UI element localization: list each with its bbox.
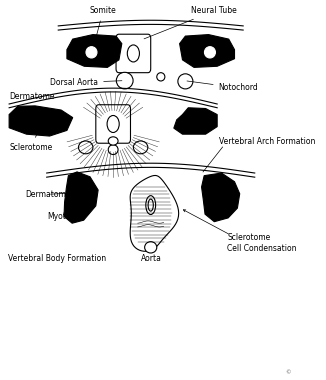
- Polygon shape: [201, 173, 240, 222]
- Text: Dermatome: Dermatome: [25, 190, 70, 199]
- Polygon shape: [180, 35, 234, 67]
- Text: Aorta: Aorta: [141, 254, 162, 263]
- Polygon shape: [9, 106, 73, 136]
- Ellipse shape: [86, 47, 97, 58]
- Ellipse shape: [107, 116, 119, 133]
- Ellipse shape: [108, 137, 118, 145]
- Ellipse shape: [79, 141, 93, 154]
- Text: Sclerotome
Cell Condensation: Sclerotome Cell Condensation: [227, 233, 297, 253]
- Polygon shape: [174, 108, 217, 134]
- Polygon shape: [67, 35, 122, 67]
- Text: ©: ©: [285, 370, 291, 375]
- Ellipse shape: [146, 196, 156, 215]
- Polygon shape: [130, 176, 179, 251]
- Ellipse shape: [108, 145, 118, 155]
- Ellipse shape: [127, 45, 140, 62]
- Ellipse shape: [145, 242, 157, 253]
- Text: Dorsal Aorta: Dorsal Aorta: [50, 78, 122, 87]
- Text: Dermatome: Dermatome: [9, 92, 55, 107]
- Ellipse shape: [178, 74, 193, 89]
- Text: Notochord: Notochord: [187, 81, 259, 92]
- Ellipse shape: [157, 73, 165, 81]
- Text: Neural Tube: Neural Tube: [144, 6, 237, 39]
- Text: Vertebral Body Formation: Vertebral Body Formation: [8, 254, 106, 263]
- Ellipse shape: [133, 141, 148, 154]
- Ellipse shape: [204, 47, 215, 58]
- Text: Myotome: Myotome: [48, 206, 83, 222]
- Text: Somite: Somite: [90, 6, 116, 41]
- Ellipse shape: [148, 199, 153, 211]
- Ellipse shape: [116, 72, 133, 89]
- Polygon shape: [64, 172, 98, 223]
- Text: Sclerotome: Sclerotome: [9, 131, 52, 152]
- Text: Vertebral Arch Formation: Vertebral Arch Formation: [219, 137, 315, 146]
- FancyBboxPatch shape: [96, 105, 130, 143]
- FancyBboxPatch shape: [116, 34, 151, 73]
